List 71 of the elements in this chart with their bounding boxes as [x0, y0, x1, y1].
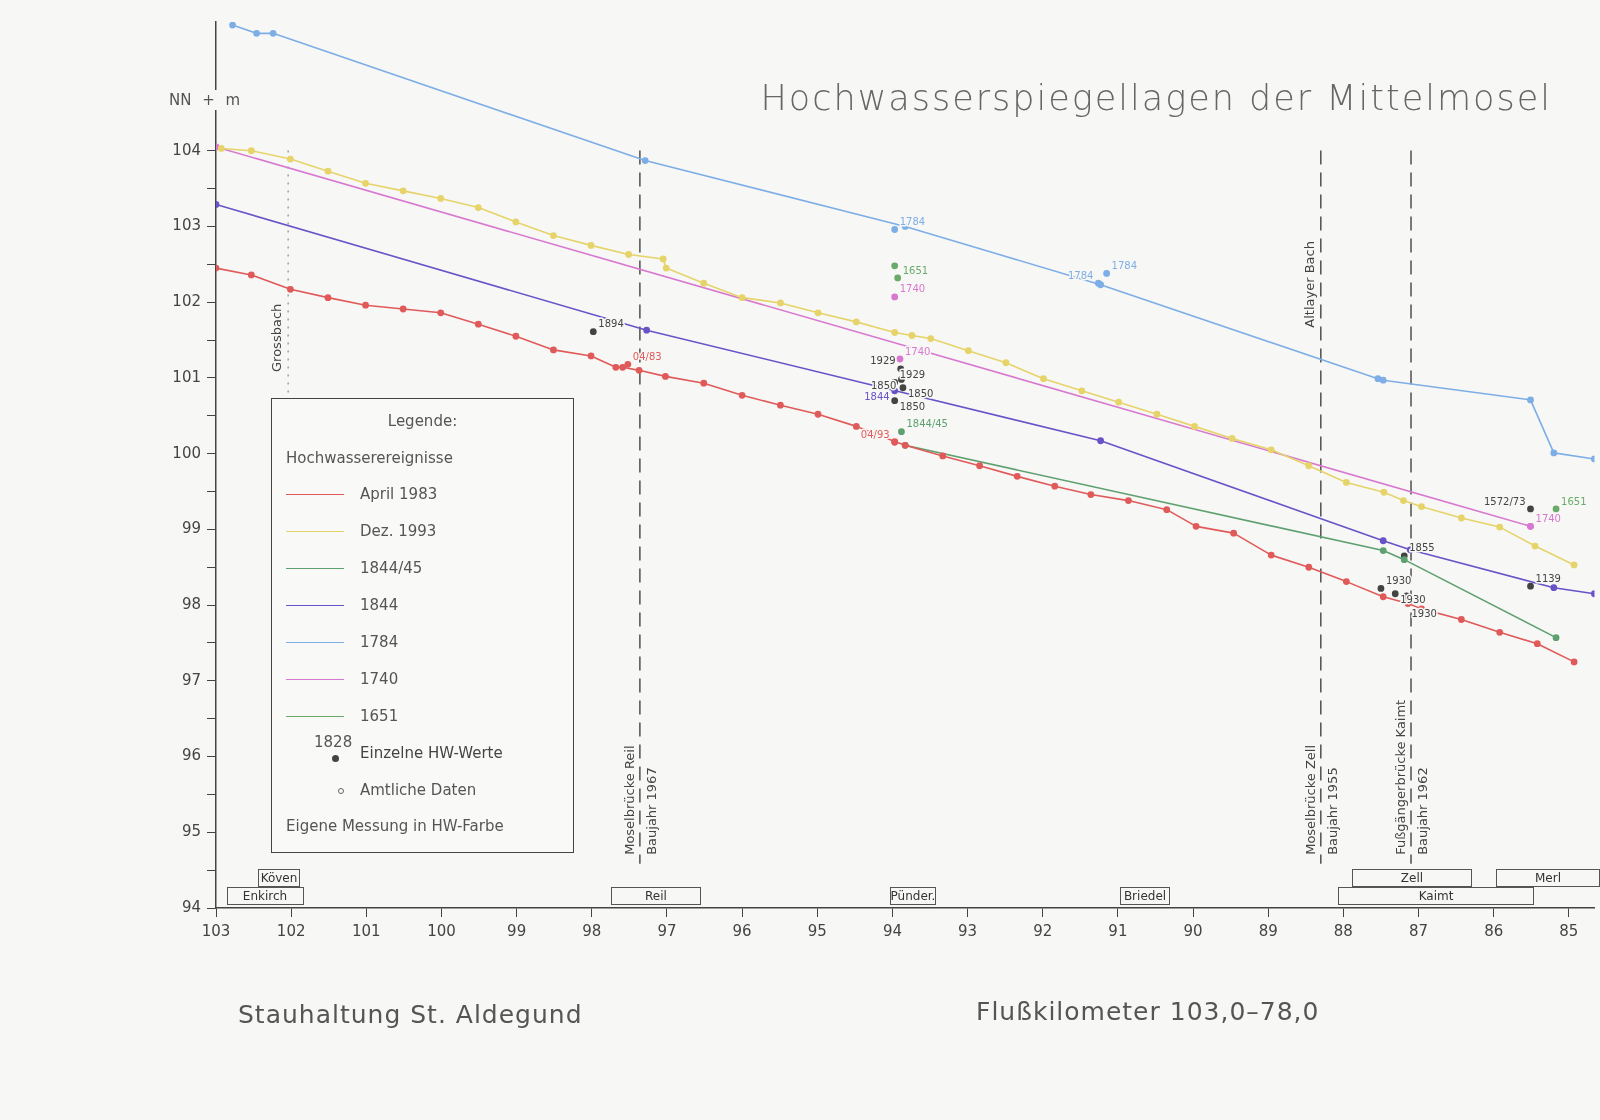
x-tick-label: 94: [882, 921, 902, 940]
annotation: 1651: [902, 264, 929, 276]
y-tick-label: 101: [172, 367, 201, 386]
text: Flußkilometer 103,0–78,0: [976, 997, 1320, 1026]
annotation: 1844/45: [906, 418, 948, 430]
legend-label: April 1983: [360, 484, 438, 503]
x-tick-label: 97: [657, 921, 677, 940]
x-tick-label: 100: [427, 921, 456, 940]
y-tick-label: 104: [172, 140, 201, 159]
y-tick-label: 100: [172, 443, 201, 462]
y-tick-label: 98: [181, 594, 201, 613]
annotation: 1855: [1409, 542, 1435, 554]
x-tick-label: 96: [732, 921, 752, 940]
annotation: Altlayer Bach: [1301, 241, 1317, 328]
y-tick-label: 96: [181, 746, 201, 765]
legend-label: Einzelne HW-Werte: [360, 743, 503, 762]
annotation: 1929: [870, 355, 896, 367]
x-tick-label: 88: [1333, 921, 1353, 940]
annotation: 1844: [864, 391, 890, 403]
annotation: 1850: [907, 388, 934, 400]
x-tick-label: 93: [958, 921, 978, 940]
y-tick-label: 103: [172, 216, 201, 235]
annotation: 1784: [1111, 260, 1138, 272]
y-tick-label: 97: [181, 670, 201, 689]
x-tick-label: 85: [1559, 921, 1579, 940]
text: Stauhaltung St. Aldegund: [238, 1000, 583, 1029]
x-tick-label: 101: [352, 921, 381, 940]
x-tick-label: 102: [276, 921, 306, 940]
x-tick-label: 95: [807, 921, 827, 940]
legend-label: 1844: [360, 595, 399, 614]
annotation: 1651: [1561, 495, 1587, 507]
annotation: 1828: [314, 732, 353, 751]
x-tick-label: 98: [582, 921, 602, 940]
text: Hochwasserspiegellagen der Mittelmosel: [760, 78, 1552, 118]
legend-label: 1740: [360, 669, 399, 688]
x-tick-label: 89: [1258, 921, 1278, 940]
annotation: 1139: [1535, 572, 1561, 584]
x-tick-label: 90: [1183, 921, 1203, 940]
legend-label: 1844/45: [360, 558, 423, 577]
y-tick-label: 94: [181, 897, 201, 916]
annotation: 1850: [899, 401, 926, 413]
annotation: 1740: [1535, 512, 1561, 524]
y-tick-label: 99: [181, 519, 201, 538]
ref-line-label: Grossbach: [269, 303, 285, 372]
y-axis-title: NN + m: [166, 90, 244, 110]
ref-line-label: Moselbrücke Zell Baujahr 1955: [1302, 744, 1340, 855]
x-tick-label: 91: [1108, 921, 1128, 940]
annotation: 1930: [1411, 607, 1437, 619]
legend-title: Legende:: [386, 411, 459, 432]
legend-label: 1651: [360, 706, 399, 725]
legend-label: Dez. 1993: [360, 521, 437, 540]
annotation: Eigene Messung in HW-Farbe: [286, 816, 505, 837]
annotation: 1929: [899, 369, 926, 381]
x-tick-label: 103: [201, 921, 231, 940]
x-tick-label: 87: [1408, 921, 1429, 940]
x-tick-label: 92: [1033, 921, 1053, 940]
annotation: 1894: [598, 318, 624, 330]
annotation: Amtliche Daten: [360, 780, 477, 799]
x-tick-label: 99: [507, 921, 527, 940]
annotation: 1784: [1067, 269, 1094, 281]
x-tick-label: 86: [1484, 921, 1504, 940]
annotation: 1740: [899, 283, 926, 295]
annotation: 1784: [899, 216, 926, 228]
ref-line-label: Moselbrücke Reil Baujahr 1967: [621, 745, 659, 855]
y-tick-label: 102: [172, 292, 201, 311]
y-tick-label: 95: [181, 822, 201, 841]
annotation: Hochwasserereignisse: [286, 448, 454, 469]
annotation: 1572/73: [1483, 495, 1526, 507]
ref-line-label: Fußgängerbrücke Kaimt Baujahr 1962: [1393, 699, 1431, 855]
legend-label: 1784: [360, 632, 399, 651]
annotation: 1930: [1385, 575, 1412, 587]
